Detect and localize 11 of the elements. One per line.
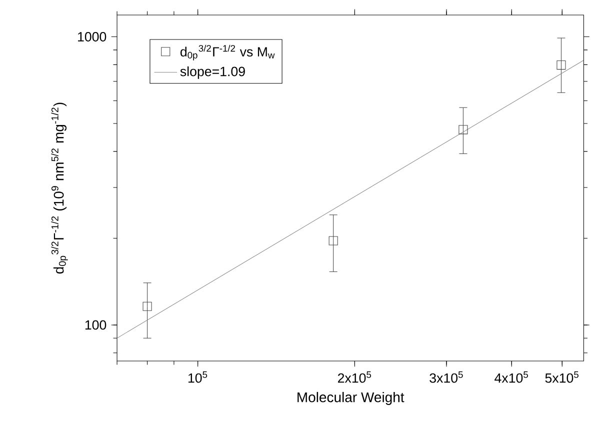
x-tick-label: 2x10$^{5}$: [338, 371, 372, 383]
legend-label: d$_{0p}$$^{3/2}$Γ$^{-1/2}$ vs M$_{w}$: [180, 44, 275, 60]
legend-label: slope=1.09: [180, 66, 245, 79]
y-tick-label: 1000: [78, 32, 106, 42]
x-tick-label: 4x10$^{5}$: [494, 371, 528, 383]
text: d$_{0p}$$^{3/2}$Γ$^{-1/2}$ (10$^{9}$ nm$^{5/2}$ mg$^{-1/2}$): [51, 102, 68, 274]
x-axis-title: Molecular Weight: [298, 392, 404, 405]
y-tick-label: 100: [85, 320, 106, 330]
x-tick-label: 3x10$^{5}$: [430, 371, 463, 383]
x-tick-label: 5x10$^{5}$: [545, 371, 578, 383]
x-tick-label: 10$^{5}$: [188, 371, 208, 383]
